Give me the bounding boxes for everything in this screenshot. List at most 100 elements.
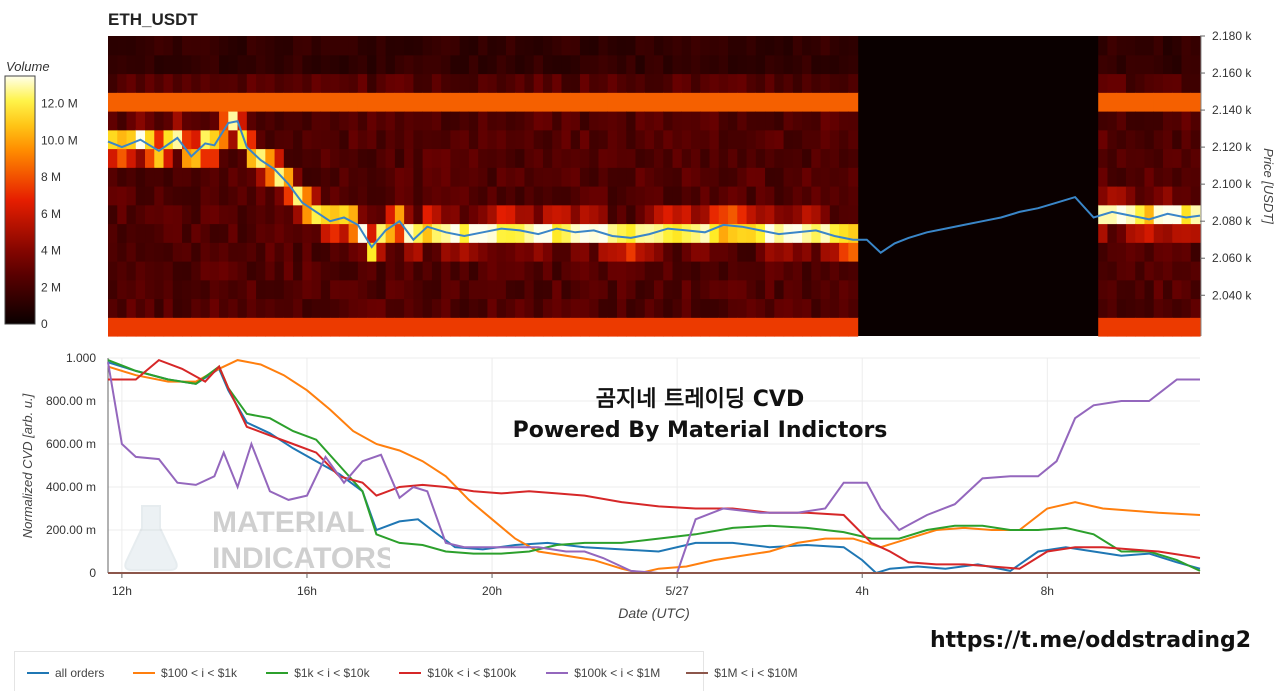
heatmap-cell <box>163 204 174 225</box>
heatmap-cell <box>626 298 637 318</box>
heatmap-cell <box>626 54 637 75</box>
legend-item[interactable]: $100k < i < $1M <box>546 666 660 680</box>
heatmap-cell <box>330 204 340 225</box>
heatmap-cell <box>450 204 461 225</box>
heatmap-cell <box>737 279 748 300</box>
heatmap-cell <box>783 73 794 93</box>
heatmap-cell <box>561 92 572 112</box>
heatmap-cell <box>505 54 516 75</box>
heatmap-cell <box>755 54 766 75</box>
heatmap-cell <box>589 317 600 337</box>
heatmap-cell <box>413 279 424 300</box>
heatmap-cell <box>626 223 637 243</box>
telegram-link[interactable]: https://t.me/oddstrading2 <box>930 628 1252 653</box>
heatmap-cell <box>413 92 424 112</box>
heatmap-cell <box>348 167 359 187</box>
price-tick-label: 2.040 k <box>1212 288 1252 302</box>
heatmap-cell <box>126 167 137 187</box>
heatmap-cell <box>598 92 609 112</box>
legend-label: $100 < i < $1k <box>161 666 238 680</box>
heatmap-cell <box>598 279 609 300</box>
heatmap-cell <box>487 261 498 281</box>
heatmap-cell <box>376 242 387 262</box>
heatmap-cell <box>135 204 146 225</box>
heatmap-cell <box>487 317 498 337</box>
heatmap-cell <box>728 242 738 262</box>
heatmap-cell <box>505 167 516 187</box>
heatmap-cell <box>746 148 757 168</box>
legend-item[interactable]: $1k < i < $10k <box>266 666 370 680</box>
heatmap-cell <box>459 73 470 93</box>
heatmap-cell <box>219 186 229 206</box>
heatmap-cell <box>829 223 840 243</box>
heatmap-cell <box>145 317 155 337</box>
heatmap-cell <box>441 317 452 337</box>
heatmap-cell <box>246 167 257 187</box>
heatmap-cell <box>783 204 794 225</box>
heatmap-cell <box>505 261 516 281</box>
heatmap-cell <box>681 54 692 75</box>
heatmap-cell <box>728 279 738 300</box>
heatmap-cell <box>505 92 516 112</box>
heatmap-cell <box>737 242 748 262</box>
heatmap-cell <box>598 298 609 318</box>
heatmap-cell <box>209 223 220 243</box>
heatmap-cell <box>783 167 794 187</box>
heatmap-cell <box>154 223 165 243</box>
heatmap-cell <box>376 261 387 281</box>
heatmap-cell <box>302 223 313 243</box>
heatmap-cell <box>172 167 183 187</box>
heatmap-cell <box>357 36 368 56</box>
overlay-title: 곰지네 트레이딩 CVD Powered By Material Indicto… <box>460 384 940 446</box>
heatmap-cell <box>700 279 711 300</box>
heatmap-cell <box>348 223 359 243</box>
heatmap-cell <box>552 129 563 150</box>
heatmap-cell <box>515 92 526 112</box>
heatmap-cell <box>413 36 424 56</box>
heatmap-cell <box>728 167 738 187</box>
heatmap-cell <box>117 317 128 337</box>
heatmap-cell <box>672 36 683 56</box>
heatmap-cell <box>700 167 711 187</box>
cvd-x-tick-label: 12h <box>112 584 132 598</box>
legend-item[interactable]: $1M < i < $10M <box>686 666 798 680</box>
heatmap-cell <box>681 261 692 281</box>
heatmap-cell <box>496 129 507 150</box>
heatmap-cell <box>515 223 526 243</box>
legend-label: $1M < i < $10M <box>714 666 798 680</box>
heatmap-cell <box>191 54 202 75</box>
heatmap-cell <box>330 242 340 262</box>
heatmap-cell <box>283 111 294 131</box>
heatmap-cell <box>487 298 498 318</box>
heatmap-cell <box>579 36 590 56</box>
heatmap-cell <box>413 186 424 206</box>
legend-item[interactable]: $100 < i < $1k <box>133 666 237 680</box>
heatmap-cell <box>265 186 276 206</box>
heatmap-cell <box>737 129 748 150</box>
heatmap-cell <box>774 317 785 337</box>
heatmap-cell <box>468 111 479 131</box>
legend-item[interactable]: all orders <box>27 666 104 680</box>
heatmap-cell <box>320 111 331 131</box>
price-tick-label: 2.080 k <box>1212 214 1252 228</box>
heatmap-cell <box>746 167 757 187</box>
heatmap-cell <box>256 129 266 150</box>
heatmap-cell <box>274 223 285 243</box>
heatmap-cell <box>339 186 350 206</box>
heatmap-cell <box>126 54 137 75</box>
heatmap-cell <box>616 148 627 168</box>
heatmap-cell <box>570 204 581 225</box>
heatmap-cell <box>404 54 414 75</box>
heatmap-cell <box>561 167 572 187</box>
heatmap-cell <box>1181 279 1192 300</box>
heatmap-cell <box>339 36 350 56</box>
heatmap-cell <box>117 167 128 187</box>
heatmap-cell <box>357 317 368 337</box>
heatmap-cell <box>672 242 683 262</box>
heatmap-cell <box>163 261 174 281</box>
heatmap-cell <box>755 111 766 131</box>
heatmap-cell <box>681 148 692 168</box>
heatmap-cell <box>755 204 766 225</box>
legend-item[interactable]: $10k < i < $100k <box>399 666 516 680</box>
heatmap-cell <box>626 317 637 337</box>
